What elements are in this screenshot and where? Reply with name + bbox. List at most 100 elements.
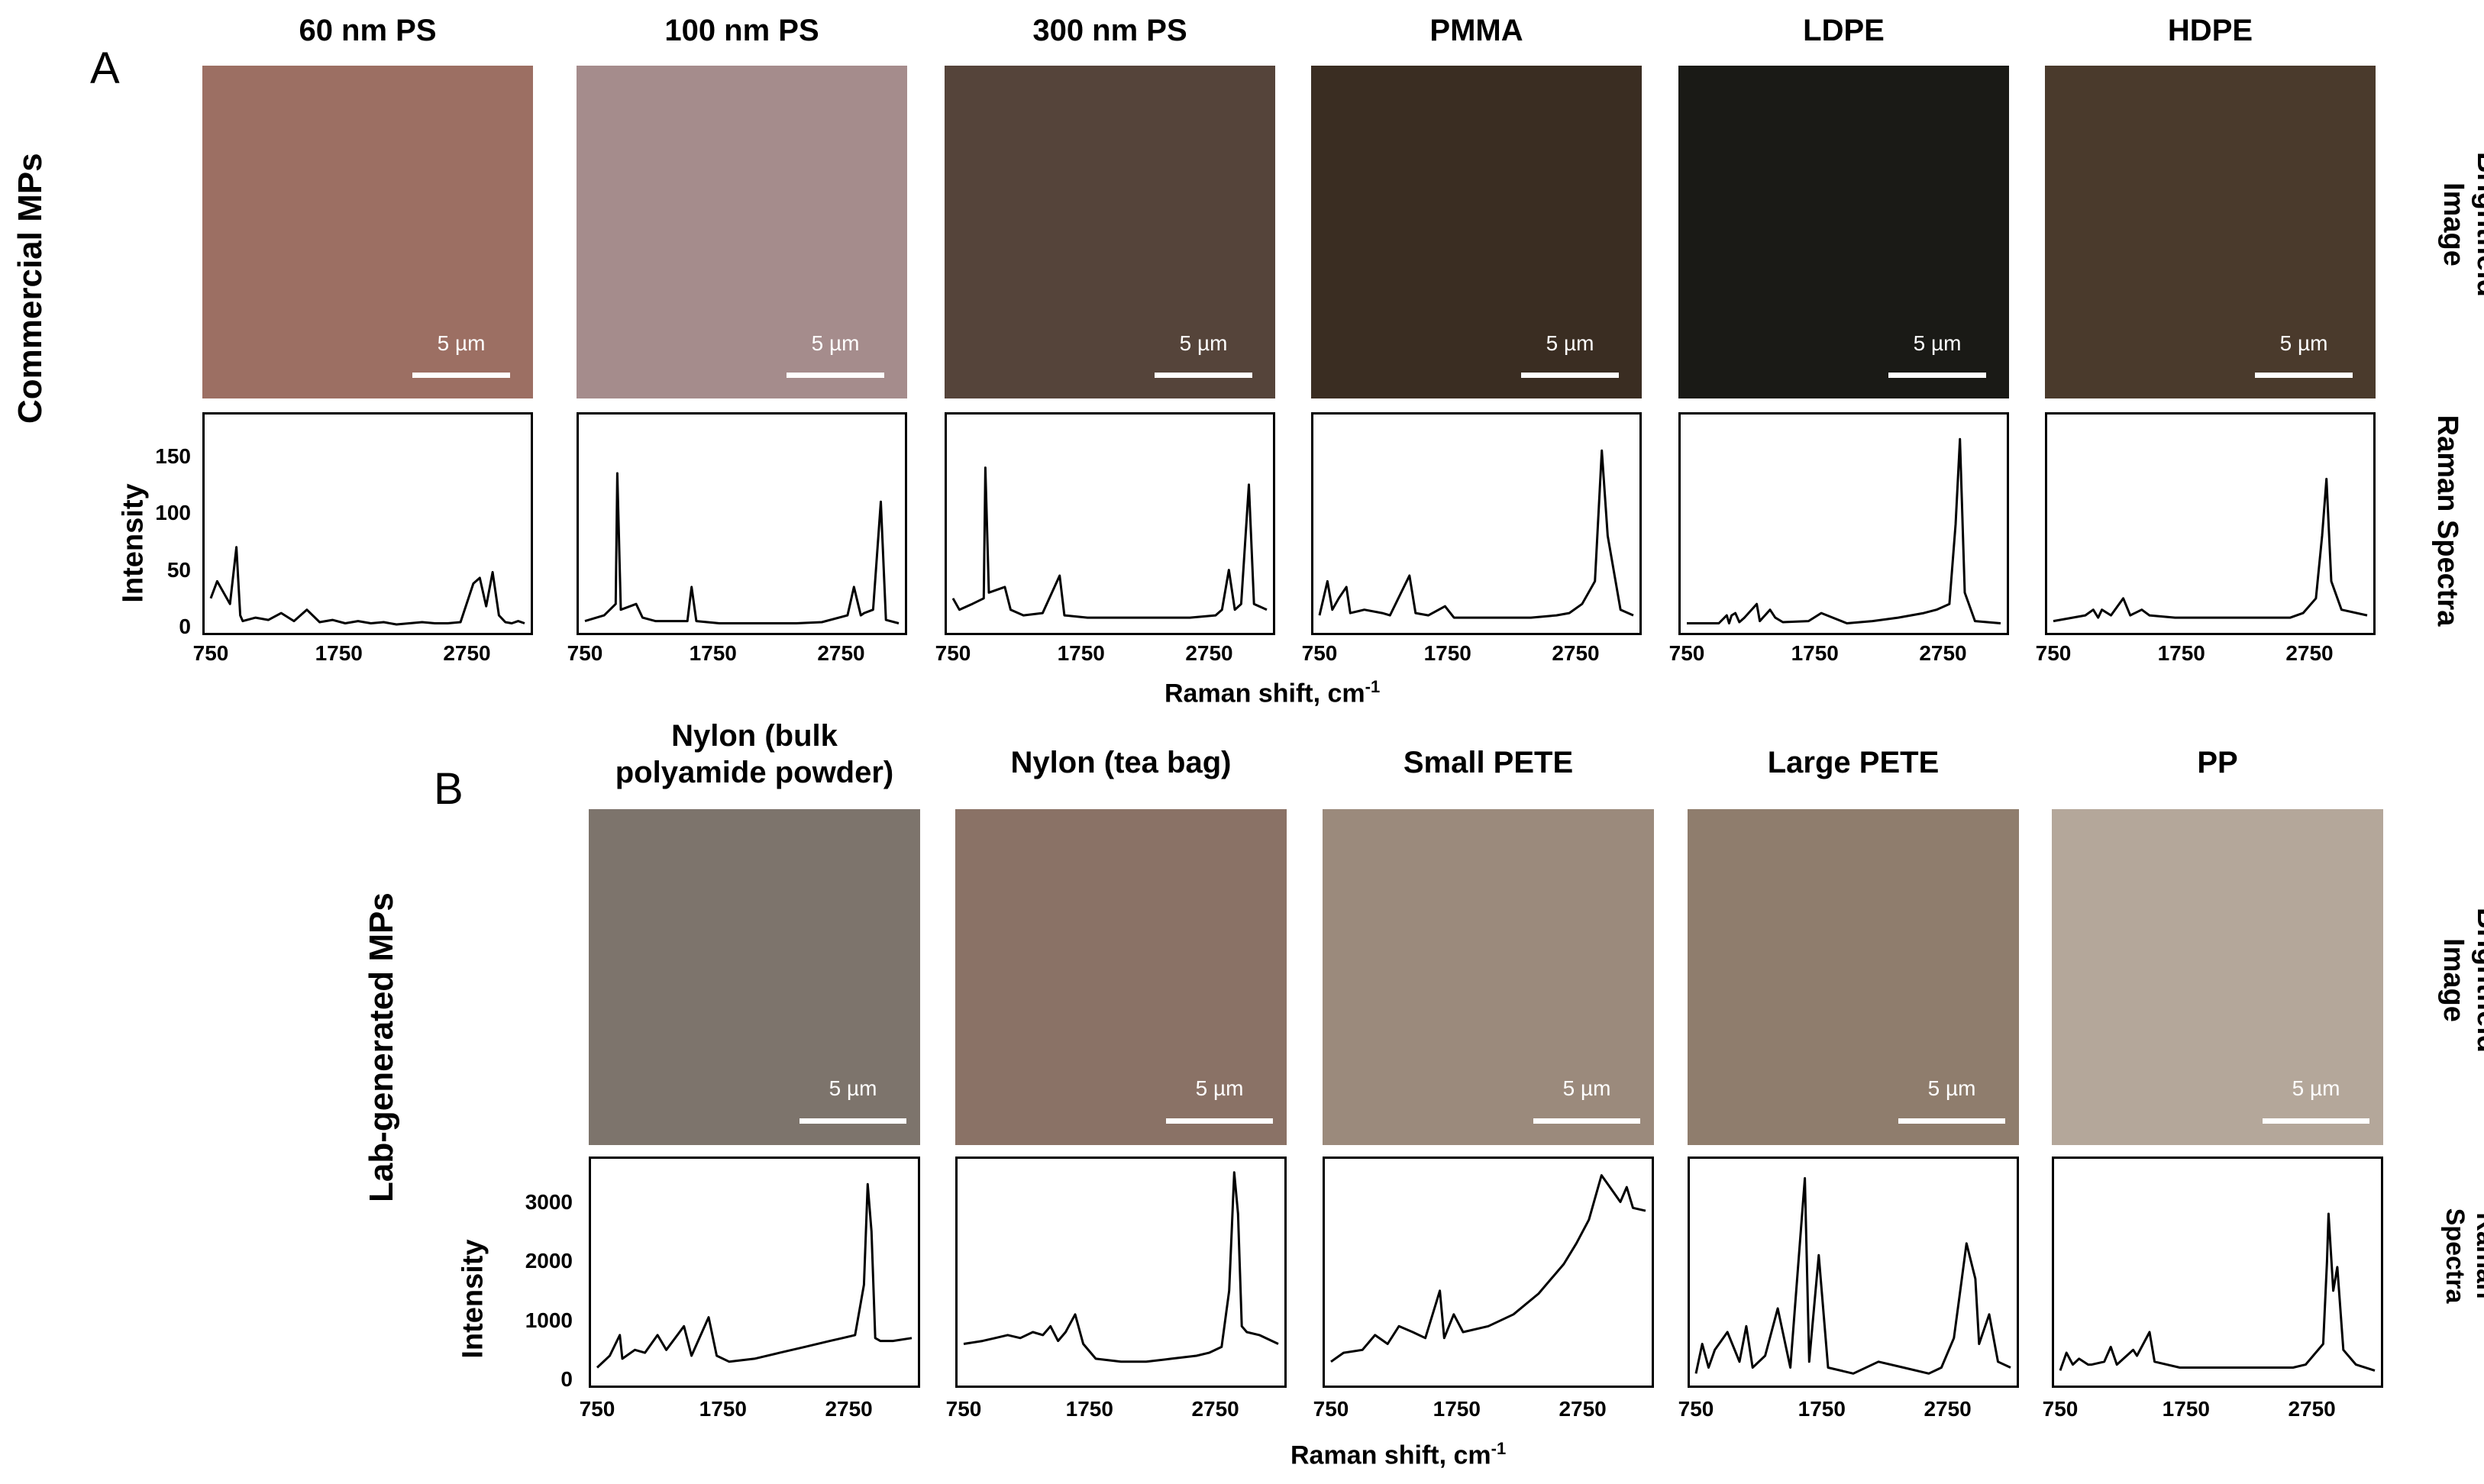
panel-b-image-2: 5 µm [1323,809,1654,1145]
panel-a-spectrum-4-svg [1687,437,2001,624]
panel-b-title-line-0-0: Nylon (bulk [671,719,838,753]
panel-a-title-4: LDPE [1803,14,1885,47]
panel-a-xtick-0-2: 2750 [443,641,491,665]
panel-a-right-image-text: Brightfield Image [2437,148,2484,301]
panel-a-row-label: Commercial MPs [11,153,49,424]
panel-a-spectrum-0-svg [209,546,525,626]
panel-b-right-spectra-label: Raman Spectra [2394,1208,2484,1304]
panel-a-xlabel-sup: -1 [1365,677,1381,696]
panel-a-scale-text-0: 5 µm [437,331,486,355]
panel-a-image-1: 5 µm [577,66,907,398]
panel-a-scale-bar-4 [1888,373,1986,378]
panel-b-right-image-text: Brightfield Image [2437,904,2484,1057]
panel-b-xtick-1-1: 1750 [1065,1397,1113,1421]
panel-b-xtick-2-2: 2750 [1559,1397,1607,1421]
panel-a-letter: A [90,44,120,93]
panel-b-title-line-1-0: Nylon (tea bag) [1010,746,1232,779]
panel-a-ytick-0: 150 [155,444,191,468]
panel-b-right-image-line1: Brightfield [2471,908,2484,1053]
panel-a-spectrum-5-svg [2053,477,2368,623]
panel-b-image-3: 5 µm [1688,809,2019,1145]
panel-b-scale-text-0: 5 µm [829,1076,877,1100]
panel-b-spectrum-0 [589,1157,920,1388]
panel-b-spectrum-2-line [1330,1174,1646,1363]
panel-b-scale-bar-3 [1898,1118,2005,1124]
panel-a-xtick-2-1: 1750 [1057,641,1105,665]
panel-b-spectrum-0-line [596,1182,913,1369]
panel-b-scale-bar-0 [799,1118,906,1124]
panel-b-title-2: Small PETE [1307,744,1669,781]
panel-b-scale-text-4: 5 µm [2292,1076,2340,1100]
panel-a-scale-text-1: 5 µm [811,331,860,355]
panel-b-title-line-4-0: PP [2197,746,2238,779]
panel-b-title-line-2-0: Small PETE [1403,746,1574,779]
panel-b-spectrum-2-svg [1330,1174,1646,1363]
panel-a-right-spectra-text: Raman Spectra [2431,415,2463,627]
panel-a-spectrum-0-line [209,546,525,626]
panel-a-xtick-0-1: 1750 [315,641,363,665]
panel-a-title-1: 100 nm PS [664,14,819,47]
panel-b-ylabel: Intensity [457,1239,489,1359]
panel-b-xtick-4-0: 750 [2042,1397,2079,1421]
panel-b-row-label-wrap: Lab-generated MPs [229,892,535,1202]
panel-b-xtick-1-2: 2750 [1191,1397,1239,1421]
panel-b-spectrum-2 [1323,1157,1654,1388]
panel-b-xtick-3-0: 750 [1678,1397,1714,1421]
panel-a-spectrum-4 [1678,412,2009,635]
panel-a-spectrum-0 [202,412,533,635]
panel-b-letter: B [434,764,464,814]
panel-a-spectrum-2-line [951,466,1268,619]
panel-b-spectrum-1-line [963,1171,1279,1363]
panel-a-image-0: 5 µm [202,66,533,398]
panel-b-ytick-0: 3000 [525,1189,573,1214]
panel-b-xtick-3-1: 1750 [1798,1397,1846,1421]
panel-a-xtick-1-0: 750 [567,641,603,665]
panel-a-spectrum-3-line [1318,449,1634,619]
panel-a-right-image-label: Brightfield Image [2394,152,2484,297]
panel-a-spectrum-1 [577,412,907,635]
panel-b-xlabel-text: Raman shift, cm [1290,1440,1491,1470]
panel-a-scale-text-5: 5 µm [2279,331,2328,355]
panel-a-scale-bar-0 [412,373,510,378]
panel-a-title-5: HDPE [2167,14,2253,47]
panel-b-right-spectra-line2: Spectra [2440,1208,2469,1304]
panel-a-spectrum-5-line [2053,477,2368,623]
panel-a-right-image-line1: Brightfield [2471,152,2484,297]
panel-a-scale-text-4: 5 µm [1913,331,1962,355]
panel-a-image-5: 5 µm [2045,66,2376,398]
panel-b-xtick-0-0: 750 [579,1397,615,1421]
panel-a-spectrum-1-svg [584,472,900,624]
panel-a-ytick-3: 0 [179,615,191,638]
panel-b-image-1: 5 µm [955,809,1287,1145]
panel-a-xtick-3-0: 750 [1301,641,1338,665]
panel-b-title-1: Nylon (tea bag) [940,744,1302,781]
panel-a-ytick-2: 50 [166,557,191,582]
panel-b-xtick-3-2: 2750 [1924,1397,1972,1421]
panel-a-xtick-0-0: 750 [192,641,229,665]
panel-b-row-label: Lab-generated MPs [363,892,400,1202]
panel-b-title-3: Large PETE [1672,744,2034,781]
panel-b-title-0: Nylon (bulk polyamide powder) [573,718,935,791]
panel-a-scale-text-3: 5 µm [1546,331,1594,355]
panel-a-scale-bar-1 [787,373,884,378]
panel-b-title-4: PP [2037,744,2398,781]
panel-b-xtick-2-1: 1750 [1433,1397,1481,1421]
panel-b-scale-text-2: 5 µm [1562,1076,1611,1100]
panel-b-xtick-0-2: 2750 [825,1397,873,1421]
panel-b-right-image-label: Brightfield Image [2394,908,2484,1053]
panel-a-xtick-3-1: 1750 [1423,641,1471,665]
panel-a-xlabel-text: Raman shift, cm [1164,679,1365,708]
panel-a-xtick-1-2: 2750 [817,641,865,665]
panel-b-ytick-1: 2000 [525,1249,573,1273]
panel-b-scale-bar-2 [1533,1118,1640,1124]
panel-b-spectrum-1 [955,1157,1287,1388]
panel-b-xtick-4-1: 1750 [2162,1397,2210,1421]
panel-a-xtick-4-2: 2750 [1919,641,1967,665]
panel-b-title-line-0-1: polyamide powder) [615,756,894,789]
panel-b-scale-bar-4 [2263,1118,2369,1124]
panel-b-xlabel: Raman shift, cm-1 [1290,1439,1506,1470]
panel-b-xtick-1-0: 750 [945,1397,982,1421]
panel-b-xtick-0-1: 1750 [699,1397,747,1421]
panel-a-scale-bar-5 [2255,373,2353,378]
panel-a-xtick-2-0: 750 [935,641,971,665]
